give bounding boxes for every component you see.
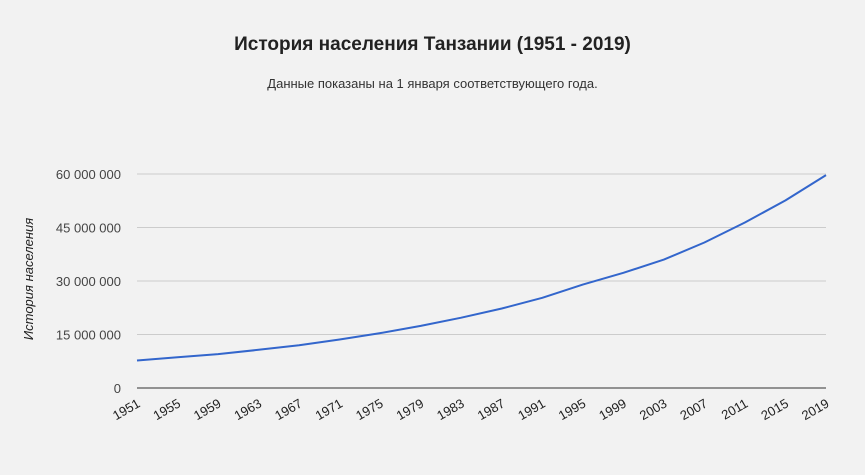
x-tick-label: 1971	[313, 396, 346, 423]
data-point	[541, 297, 543, 299]
data-point	[217, 353, 219, 355]
y-tick-label: 0	[114, 381, 121, 396]
data-point	[582, 284, 584, 286]
x-tick-label: 2007	[677, 396, 710, 423]
series-group	[136, 174, 827, 362]
x-tick-label: 1995	[556, 396, 589, 423]
chart-subtitle: Данные показаны на 1 января соответствую…	[267, 76, 598, 91]
x-tick-label: 2011	[719, 396, 751, 423]
x-tick-label: 1963	[232, 396, 265, 423]
data-point	[298, 344, 300, 346]
data-point	[825, 174, 827, 176]
x-tick-label: 1987	[475, 396, 508, 423]
x-tick-label: 1959	[191, 396, 224, 423]
data-point	[460, 317, 462, 319]
x-tick-label: 1951	[110, 396, 143, 423]
data-point	[420, 325, 422, 327]
series-line	[136, 174, 827, 362]
x-tick-label: 1975	[353, 396, 386, 423]
y-tick-label: 45 000 000	[56, 221, 121, 236]
data-point	[703, 241, 705, 243]
x-tick-label: 1979	[394, 396, 427, 423]
x-tick-label: 1999	[596, 396, 629, 423]
data-point	[622, 272, 624, 274]
x-tick-label: 1991	[515, 396, 548, 423]
y-axis-label: История населения	[21, 218, 36, 340]
data-point	[379, 332, 381, 334]
data-point	[663, 259, 665, 261]
x-tick-label: 2015	[758, 396, 791, 423]
x-axis-ticks: 1951 1955 1959 1963 1967 1971 1975 1979 1983 1987…	[110, 396, 832, 423]
data-point	[784, 199, 786, 201]
x-tick-label: 1955	[150, 396, 183, 423]
data-point	[136, 360, 138, 362]
y-tick-label: 60 000 000	[56, 167, 121, 182]
data-point	[501, 307, 503, 309]
data-point	[177, 356, 179, 358]
chart-title: История населения Танзании (1951 - 2019)	[234, 34, 631, 55]
x-tick-label: 1983	[434, 396, 467, 423]
data-point	[744, 222, 746, 224]
y-tick-label: 15 000 000	[56, 328, 121, 343]
data-point	[258, 349, 260, 351]
data-point	[339, 338, 341, 340]
grid-lines	[137, 173, 826, 335]
x-tick-label: 2019	[799, 396, 832, 423]
x-tick-label: 2003	[637, 396, 670, 423]
y-tick-label: 30 000 000	[56, 274, 121, 289]
y-axis-ticks: 0 15 000 000 30 000 000 45 000 000 60 000 00…	[56, 167, 121, 396]
x-tick-label: 1967	[272, 396, 305, 423]
